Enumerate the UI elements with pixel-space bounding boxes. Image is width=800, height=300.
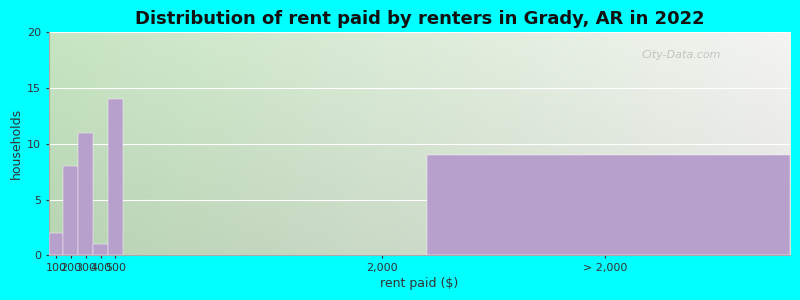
- X-axis label: rent paid ($): rent paid ($): [380, 277, 458, 290]
- Bar: [63, 166, 78, 256]
- Y-axis label: households: households: [10, 108, 22, 179]
- Bar: [49, 233, 63, 256]
- Title: Distribution of rent paid by renters in Grady, AR in 2022: Distribution of rent paid by renters in …: [134, 10, 704, 28]
- Bar: [108, 99, 123, 256]
- Bar: [78, 133, 93, 256]
- Text: City-Data.com: City-Data.com: [642, 50, 722, 60]
- Bar: [427, 155, 790, 256]
- Bar: [93, 244, 108, 256]
